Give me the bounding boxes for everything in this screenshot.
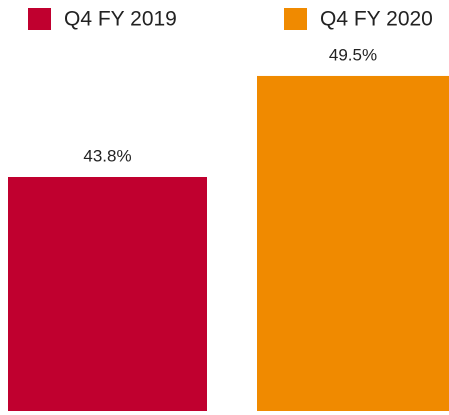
value-label: 43.8% <box>83 146 131 165</box>
value-label: 49.5% <box>329 45 377 64</box>
bar <box>257 75 449 412</box>
bar <box>8 177 207 411</box>
legend-swatch <box>284 8 307 30</box>
legend-label: Q4 FY 2020 <box>320 8 433 31</box>
legend-label: Q4 FY 2019 <box>64 8 177 31</box>
legend-swatch <box>28 8 51 30</box>
